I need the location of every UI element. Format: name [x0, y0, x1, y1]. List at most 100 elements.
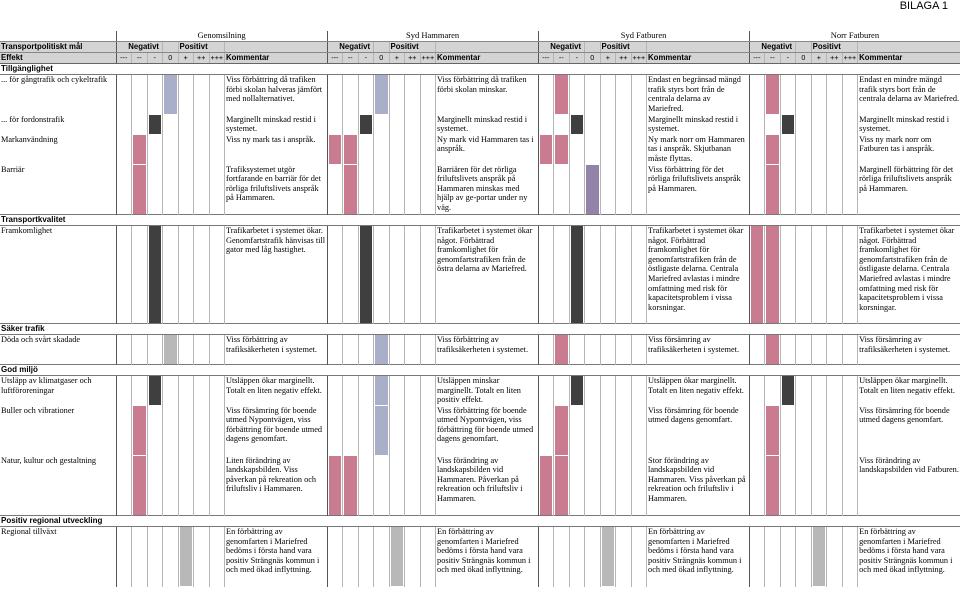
scale-cell: [779, 225, 796, 324]
scale-cell: [193, 114, 209, 135]
scale-cell: [357, 74, 374, 115]
scale-cell: [584, 164, 601, 215]
scale-cell: [764, 134, 781, 165]
assessment-mark: [766, 455, 779, 515]
scale-cell: [810, 164, 827, 215]
scale-cell: [764, 334, 781, 365]
scale-cell: [795, 134, 812, 165]
scale-cell: [342, 114, 359, 135]
scale-cell: [419, 74, 436, 115]
scale-step: ---: [748, 52, 765, 64]
scale-cell: [357, 455, 374, 516]
assessment-mark: [555, 134, 568, 164]
assessment-comment: Trafikarbetet i systemet ökar. Genomfart…: [224, 225, 328, 324]
scale-cell: [795, 375, 812, 406]
assessment-mark: [539, 455, 553, 515]
scale-cell: [553, 375, 570, 406]
assessment-comment: Viss försämring för boende utmed Nypontv…: [224, 405, 328, 456]
scale-cell: [177, 526, 194, 587]
scale-cell: [568, 405, 585, 456]
scale-cell: [162, 455, 178, 516]
scale-step: ++: [193, 52, 209, 64]
scale-step: -: [146, 52, 163, 64]
assessment-comment: Viss ny mark tas i anspråk.: [224, 134, 328, 165]
scale-cell: [419, 225, 436, 324]
scale-cell: [826, 225, 843, 324]
scale-cell: [810, 375, 827, 406]
assessment-mark: [133, 405, 146, 455]
assessment-comment: Barriären för det rörliga friluftslivets…: [435, 164, 539, 215]
zero-header: [584, 41, 601, 53]
scale-cell: [615, 375, 632, 406]
scale-cell: [615, 405, 632, 456]
scale-cell: [146, 526, 163, 587]
scale-cell: [131, 134, 147, 165]
scale-cell: [537, 134, 554, 165]
comment-header: Kommentar: [224, 52, 328, 64]
criterion-row: Regional tillväxt En förbättring av genom…: [0, 526, 960, 587]
criterion-row: Markanvändning Viss ny mark tas i anspråk…: [0, 134, 960, 165]
assessment-comment: Ny mark norr om Hammaren tas i anspråk. …: [646, 134, 750, 165]
scale-cell: [177, 114, 194, 135]
section-title: Transportkvalitet: [0, 214, 960, 226]
assessment-comment: En förbättring av genomfarten i Mariefre…: [857, 526, 960, 587]
scale-cell: [810, 334, 827, 365]
scale-step: +: [177, 52, 194, 64]
scale-step: +++: [208, 52, 225, 64]
scale-cell: [826, 164, 843, 215]
assessment-mark: [781, 376, 795, 405]
scale-cell: [630, 334, 647, 365]
scale-cell: [537, 405, 554, 456]
scale-cell: [537, 164, 554, 215]
scale-cell: [599, 375, 616, 406]
assessment-mark: [781, 114, 795, 134]
scale-cell: [584, 375, 601, 406]
scale-cell: [193, 225, 209, 324]
criterion-label: ... för gångtrafik och cykeltrafik: [1, 75, 108, 84]
comment-header: Kommentar: [435, 52, 539, 64]
scale-cell: [841, 74, 858, 115]
scale-cell: [810, 114, 827, 135]
scale-step: ++: [404, 52, 421, 64]
scale-cell: [553, 114, 570, 135]
assessment-comment: En förbättring av genomfarten i Mariefre…: [646, 526, 750, 587]
scale-cell: [584, 405, 601, 456]
scale-cell: [553, 134, 570, 165]
scale-cell: [373, 375, 390, 406]
scale-cell: [193, 334, 209, 365]
assessment-comment: Marginellt minskad restid i systemet.: [857, 114, 960, 135]
scale-cell: [326, 225, 343, 324]
scale-cell: [553, 164, 570, 215]
scale-cell: [841, 526, 858, 587]
scale-cell: [342, 74, 359, 115]
scale-cell: [630, 164, 647, 215]
assessment-mark: [766, 335, 779, 364]
assessment-comment: Endast en mindre mängd trafik styrs bort…: [857, 74, 960, 115]
scale-cell: [841, 375, 858, 406]
assessment-comment: Utsläppen minskar marginellt. Totalt en …: [435, 375, 539, 406]
scale-cell: [177, 375, 194, 406]
scale-cell: [177, 164, 194, 215]
scale-step: --: [342, 52, 359, 64]
comment-header-blank: [435, 41, 539, 53]
scale-cell: [810, 455, 827, 516]
scale-cell: [115, 114, 132, 135]
comment-header-blank: [857, 41, 960, 53]
scale-cell: [841, 405, 858, 456]
scale-cell: [162, 74, 178, 115]
scale-step: +: [599, 52, 616, 64]
assessment-comment: Stor förändring av landskapsbilden vid H…: [646, 455, 750, 516]
assessment-mark: [586, 164, 599, 214]
scale-cell: [553, 334, 570, 365]
scale-cell: [162, 134, 178, 165]
assessment-comment: En förbättring av genomfarten i Mariefre…: [224, 526, 328, 587]
assessment-comment: Utsläppen ökar marginellt. Totalt en lit…: [857, 375, 960, 406]
scale-cell: [841, 455, 858, 516]
scale-cell: [795, 114, 812, 135]
scale-cell: [599, 334, 616, 365]
scale-cell: [584, 455, 601, 516]
assessment-comment: Marginellt minskad restid i systemet.: [646, 114, 750, 135]
scale-cell: [537, 74, 554, 115]
assessment-comment: Endast en begränsad mängd trafik styrs b…: [646, 74, 750, 115]
scale-cell: [115, 164, 132, 215]
